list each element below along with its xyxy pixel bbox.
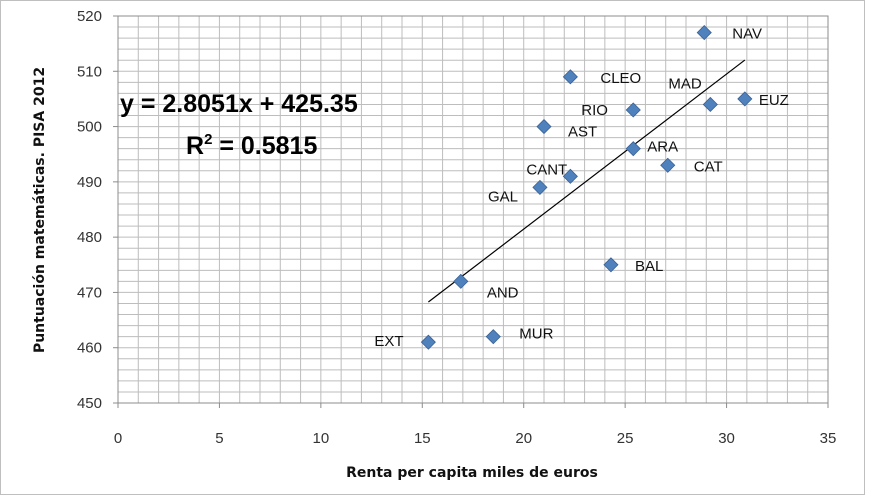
point-label-euz: EUZ: [759, 92, 789, 109]
r-squared-prefix: R: [186, 132, 204, 160]
data-point-cat: [660, 157, 676, 173]
data-points: [420, 25, 753, 350]
point-label-cleo: CLEO: [600, 70, 641, 87]
data-point-euz: [737, 91, 753, 107]
data-point-nav: [696, 25, 712, 41]
y-axis-title: Puntuación matemáticas. PISA 2012: [32, 67, 48, 353]
x-tick-label: 10: [313, 430, 330, 447]
point-label-cat: CAT: [694, 158, 723, 175]
x-axis-title: Renta per capita miles de euros: [346, 465, 598, 481]
data-point-mur: [485, 329, 501, 345]
data-point-gal: [532, 179, 548, 195]
y-tick-label: 470: [77, 284, 102, 301]
y-tick-label: 500: [77, 119, 102, 136]
point-labels: NAV CLEO MAD EUZ RIO AST ARA CAT CANT GAL BAL AND MU…: [374, 26, 788, 351]
data-point-mad: [702, 96, 718, 113]
data-point-bal: [603, 257, 619, 273]
point-label-mad: MAD: [668, 75, 702, 92]
data-point-rio: [625, 102, 641, 118]
point-label-ara: ARA: [647, 139, 678, 156]
point-label-nav: NAV: [732, 26, 762, 43]
x-tick-label: 5: [215, 430, 223, 447]
x-tick-label: 20: [515, 430, 532, 447]
data-point-ast: [536, 119, 552, 135]
data-point-ara: [625, 141, 641, 157]
x-tick-label: 25: [617, 430, 634, 447]
y-tick-label: 460: [77, 340, 102, 357]
x-tick-label: 35: [820, 430, 837, 447]
point-label-bal: BAL: [635, 258, 663, 275]
x-tick-label: 30: [718, 430, 735, 447]
grid: [117, 15, 829, 404]
y-tick-label: 450: [77, 395, 102, 412]
y-tick-label: 490: [77, 174, 102, 191]
trendline: [428, 59, 746, 303]
point-label-ast: AST: [568, 124, 597, 141]
data-point-and: [453, 273, 469, 289]
plot-area-border: [117, 15, 829, 404]
r-squared: R2 = 0.5815: [186, 131, 317, 160]
x-tick-label: 0: [114, 430, 122, 447]
point-label-rio: RIO: [581, 102, 608, 119]
point-label-ext: EXT: [374, 333, 403, 350]
r-squared-superscript: 2: [204, 131, 212, 148]
y-tick-label: 480: [77, 229, 102, 246]
data-point-ext: [420, 334, 436, 350]
r-squared-value: = 0.5815: [212, 132, 317, 160]
point-label-gal: GAL: [488, 188, 518, 205]
y-tick-label: 510: [77, 63, 102, 80]
trendline-equation: y = 2.8051x + 425.35: [120, 90, 358, 118]
y-tick-label: 520: [77, 8, 102, 25]
data-point-cant: [562, 168, 578, 184]
point-label-mur: MUR: [519, 326, 553, 343]
point-label-cant: CANT: [526, 161, 567, 178]
point-label-and: AND: [487, 284, 519, 301]
trendline-line: [428, 59, 746, 303]
x-tick-label: 15: [414, 430, 431, 447]
data-point-cleo: [562, 69, 578, 85]
